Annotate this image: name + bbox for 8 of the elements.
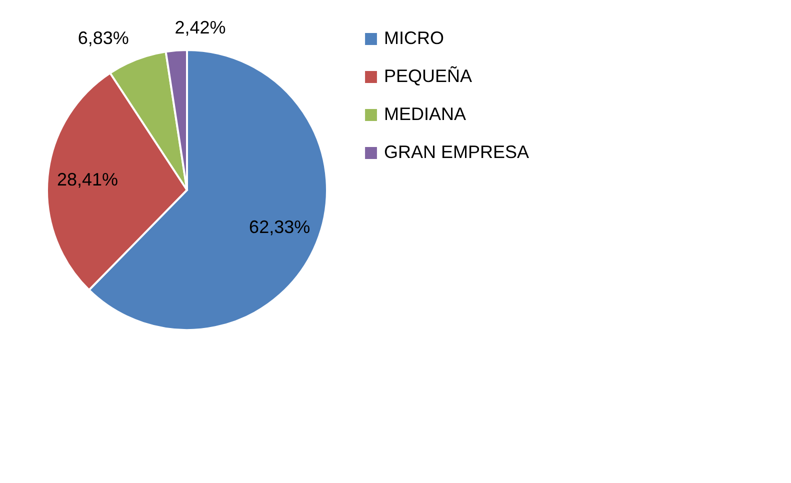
data-label: 62,33%	[249, 216, 310, 237]
legend-label: MICRO	[384, 28, 444, 48]
data-label: 6,83%	[78, 28, 129, 48]
legend-label: GRAN EMPRESA	[384, 142, 530, 162]
data-label: 2,42%	[174, 17, 226, 38]
data-label: 28,41%	[56, 169, 118, 190]
legend-label: PEQUEÑA	[384, 66, 472, 86]
legend-label: MEDIANA	[384, 104, 466, 124]
